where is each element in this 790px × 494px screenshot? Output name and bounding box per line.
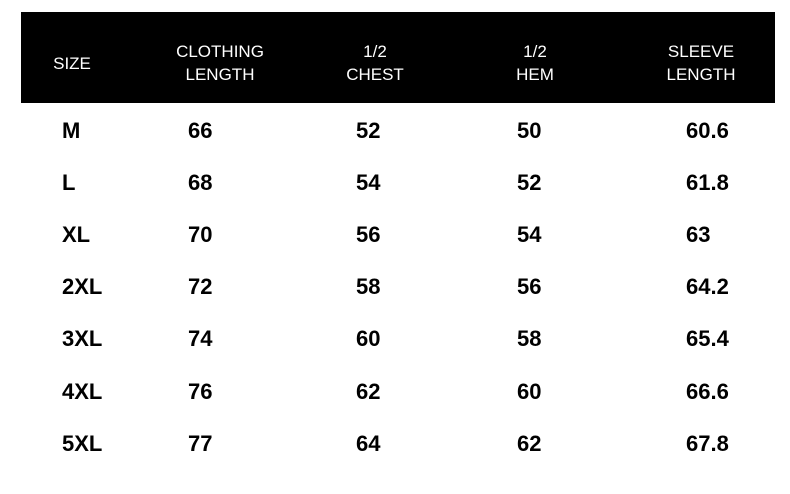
table-row: 2XL 72 58 56 64.2 bbox=[0, 272, 790, 302]
cell-sleeve-length: 66.6 bbox=[686, 378, 729, 404]
cell-size: L bbox=[62, 170, 76, 196]
table-header bbox=[21, 12, 775, 103]
cell-half-hem: 52 bbox=[517, 170, 542, 196]
cell-half-chest: 64 bbox=[356, 430, 381, 456]
header-half-chest: 1/2 CHEST bbox=[346, 42, 404, 84]
table-row: 3XL 74 60 58 65.4 bbox=[0, 324, 790, 354]
cell-sleeve-length: 63 bbox=[686, 222, 711, 248]
cell-half-chest: 60 bbox=[356, 326, 381, 352]
cell-sleeve-length: 67.8 bbox=[686, 430, 729, 456]
cell-size: XL bbox=[62, 222, 91, 248]
header-half-hem: 1/2 HEM bbox=[516, 42, 554, 84]
cell-clothing-length: 70 bbox=[188, 222, 213, 248]
cell-sleeve-length: 60.6 bbox=[686, 118, 729, 143]
cell-half-hem: 60 bbox=[517, 378, 542, 404]
table-row: M 66 52 50 60.6 bbox=[0, 116, 790, 146]
cell-clothing-length: 74 bbox=[188, 326, 213, 352]
cell-half-chest: 62 bbox=[356, 378, 381, 404]
cell-sleeve-length: 65.4 bbox=[686, 326, 729, 352]
cell-half-chest: 56 bbox=[356, 222, 381, 248]
cell-half-chest: 54 bbox=[356, 170, 381, 196]
cell-size: 3XL bbox=[62, 326, 103, 352]
cell-clothing-length: 66 bbox=[188, 118, 213, 143]
cell-half-hem: 54 bbox=[517, 222, 542, 248]
cell-size: M bbox=[62, 118, 81, 143]
cell-size: 5XL bbox=[62, 430, 103, 456]
cell-clothing-length: 77 bbox=[188, 430, 213, 456]
cell-half-chest: 52 bbox=[356, 118, 381, 143]
table-row: 4XL 76 62 60 66.6 bbox=[0, 377, 790, 407]
cell-sleeve-length: 64.2 bbox=[686, 274, 729, 300]
cell-clothing-length: 76 bbox=[188, 378, 213, 404]
cell-half-hem: 50 bbox=[517, 118, 542, 143]
cell-half-hem: 62 bbox=[517, 430, 542, 456]
table-row: XL 70 56 54 63 bbox=[0, 220, 790, 250]
cell-clothing-length: 72 bbox=[188, 274, 213, 300]
cell-half-hem: 56 bbox=[517, 274, 542, 300]
cell-half-hem: 58 bbox=[517, 326, 542, 352]
table-row: 5XL 77 64 62 67.8 bbox=[0, 429, 790, 459]
table-row: L 68 54 52 61.8 bbox=[0, 168, 790, 198]
header-sleeve-length: SLEEVE LENGTH bbox=[666, 42, 736, 84]
cell-clothing-length: 68 bbox=[188, 170, 213, 196]
cell-size: 2XL bbox=[62, 274, 103, 300]
header-size: SIZE bbox=[53, 54, 91, 73]
cell-sleeve-length: 61.8 bbox=[686, 170, 729, 196]
cell-size: 4XL bbox=[62, 378, 103, 404]
cell-half-chest: 58 bbox=[356, 274, 381, 300]
header-clothing-length: CLOTHING LENGTH bbox=[176, 42, 264, 84]
